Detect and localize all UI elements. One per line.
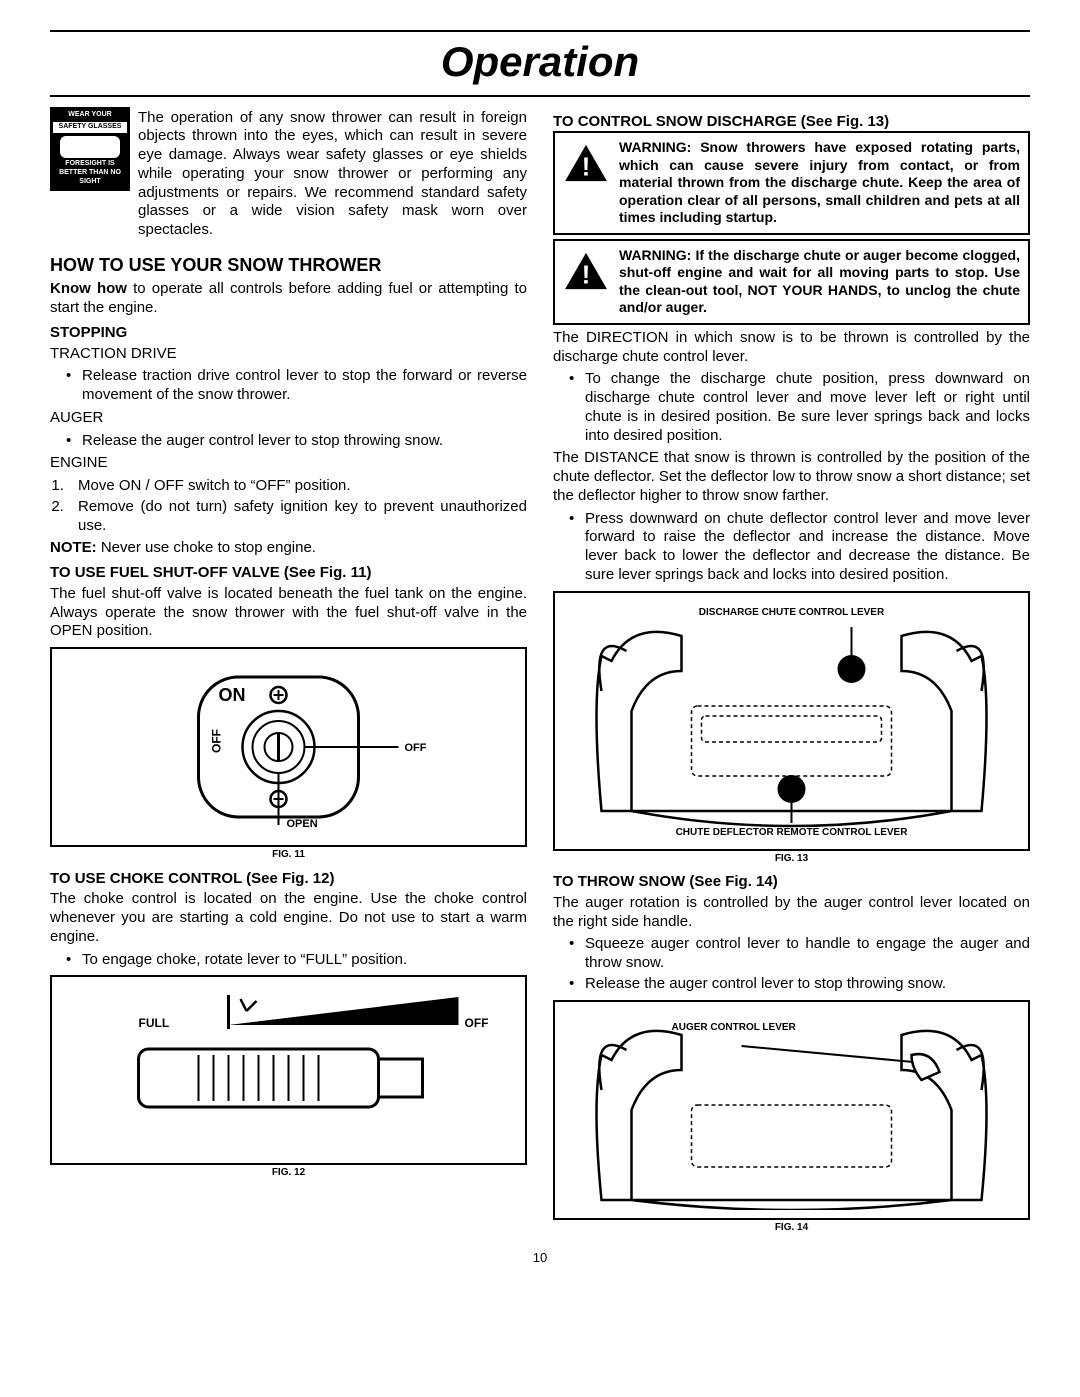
fig13-svg: DISCHARGE CHUTE CONTROL LEVER CHUTE DEFL… [563, 601, 1020, 841]
svg-text:ON: ON [219, 685, 246, 705]
warning-2-text: WARNING: If the discharge chute or auger… [619, 247, 1020, 317]
fuel-valve-p: The fuel shut-off valve is located benea… [50, 585, 527, 641]
traction-b1: Release traction drive control lever to … [66, 367, 527, 405]
discharge-p2: The DISTANCE that snow is thrown is cont… [553, 449, 1030, 505]
knowhow-para: Know how to operate all controls before … [50, 280, 527, 318]
note-lead: NOTE: [50, 539, 97, 556]
choke-h: TO USE CHOKE CONTROL (See Fig. 12) [50, 870, 527, 889]
svg-text:FULL: FULL [139, 1016, 170, 1030]
safety-icon-mid: SAFETY GLASSES [53, 122, 127, 133]
fig12-cap: FIG. 12 [50, 1167, 527, 1180]
choke-b1: To engage choke, rotate lever to “FULL” … [66, 951, 527, 970]
page-number: 10 [50, 1250, 1030, 1266]
svg-text:!: ! [582, 154, 590, 182]
engine-1: Move ON / OFF switch to “OFF” position. [68, 477, 527, 496]
svg-text:OFF: OFF [465, 1016, 489, 1030]
svg-text:AUGER CONTROL LEVER: AUGER CONTROL LEVER [672, 1022, 797, 1033]
svg-text:CHUTE DEFLECTOR REMOTE CONTROL: CHUTE DEFLECTOR REMOTE CONTROL LEVER [676, 827, 909, 838]
discharge-p1: The DIRECTION in which snow is to be thr… [553, 329, 1030, 367]
throw-h: TO THROW SNOW (See Fig. 14) [553, 873, 1030, 892]
fig-11: ON OFF OFF OPEN [50, 647, 527, 847]
warning-triangle-icon: ! [563, 143, 609, 183]
auger-b1: Release the auger control lever to stop … [66, 432, 527, 451]
throw-b2: Release the auger control lever to stop … [569, 975, 1030, 994]
fuel-valve-h: TO USE FUEL SHUT-OFF VALVE (See Fig. 11) [50, 564, 527, 583]
svg-text:DISCHARGE CHUTE CONTROL LEVER: DISCHARGE CHUTE CONTROL LEVER [699, 607, 885, 618]
safety-block: WEAR YOUR SAFETY GLASSES FORESIGHT IS BE… [50, 107, 527, 244]
top-rule [50, 30, 1030, 32]
warning-2: ! WARNING: If the discharge chute or aug… [553, 239, 1030, 325]
warning-triangle-icon: ! [563, 251, 609, 291]
fig11-svg: ON OFF OFF OPEN [60, 657, 517, 837]
fig-13: DISCHARGE CHUTE CONTROL LEVER CHUTE DEFL… [553, 591, 1030, 851]
svg-text:OFF: OFF [210, 729, 224, 753]
fig11-cap: FIG. 11 [50, 849, 527, 862]
discharge-b1: To change the discharge chute position, … [569, 370, 1030, 445]
howto-heading: HOW TO USE YOUR SNOW THROWER [50, 254, 527, 277]
stopping-h: STOPPING [50, 324, 527, 343]
under-rule [50, 95, 1030, 97]
safety-glasses-icon: WEAR YOUR SAFETY GLASSES FORESIGHT IS BE… [50, 107, 130, 191]
fig-14: AUGER CONTROL LEVER [553, 1000, 1030, 1220]
page-title: Operation [50, 36, 1030, 89]
engine-2: Remove (do not turn) safety ignition key… [68, 498, 527, 536]
svg-text:!: ! [582, 261, 590, 289]
auger-h: AUGER [50, 409, 527, 428]
fig14-cap: FIG. 14 [553, 1222, 1030, 1235]
fig12-svg: FULL OFF [60, 985, 517, 1155]
fig-12: FULL OFF [50, 975, 527, 1165]
safety-icon-top: WEAR YOUR [53, 111, 127, 120]
choke-p: The choke control is located on the engi… [50, 890, 527, 946]
svg-text:OFF: OFF [405, 742, 427, 754]
discharge-h: TO CONTROL SNOW DISCHARGE (See Fig. 13) [553, 113, 1030, 132]
safety-text: The operation of any snow thrower can re… [138, 109, 527, 240]
glasses-graphic [60, 136, 120, 158]
note-para: NOTE: Never use choke to stop engine. [50, 539, 527, 558]
warning-1-text: WARNING: Snow throwers have exposed rota… [619, 139, 1020, 227]
warning-1: ! WARNING: Snow throwers have exposed ro… [553, 131, 1030, 235]
traction-h: TRACTION DRIVE [50, 345, 527, 364]
engine-h: ENGINE [50, 454, 527, 473]
right-column: TO CONTROL SNOW DISCHARGE (See Fig. 13) … [553, 107, 1030, 1243]
throw-b1: Squeeze auger control lever to handle to… [569, 935, 1030, 973]
left-column: WEAR YOUR SAFETY GLASSES FORESIGHT IS BE… [50, 107, 527, 1243]
discharge-b2: Press downward on chute deflector contro… [569, 510, 1030, 585]
fig13-cap: FIG. 13 [553, 853, 1030, 866]
knowhow-lead: Know how [50, 280, 127, 297]
note-rest: Never use choke to stop engine. [97, 539, 316, 556]
svg-text:OPEN: OPEN [287, 818, 318, 830]
safety-icon-bot: FORESIGHT IS BETTER THAN NO SIGHT [53, 160, 127, 186]
throw-p: The auger rotation is controlled by the … [553, 894, 1030, 932]
fig14-svg: AUGER CONTROL LEVER [563, 1010, 1020, 1210]
